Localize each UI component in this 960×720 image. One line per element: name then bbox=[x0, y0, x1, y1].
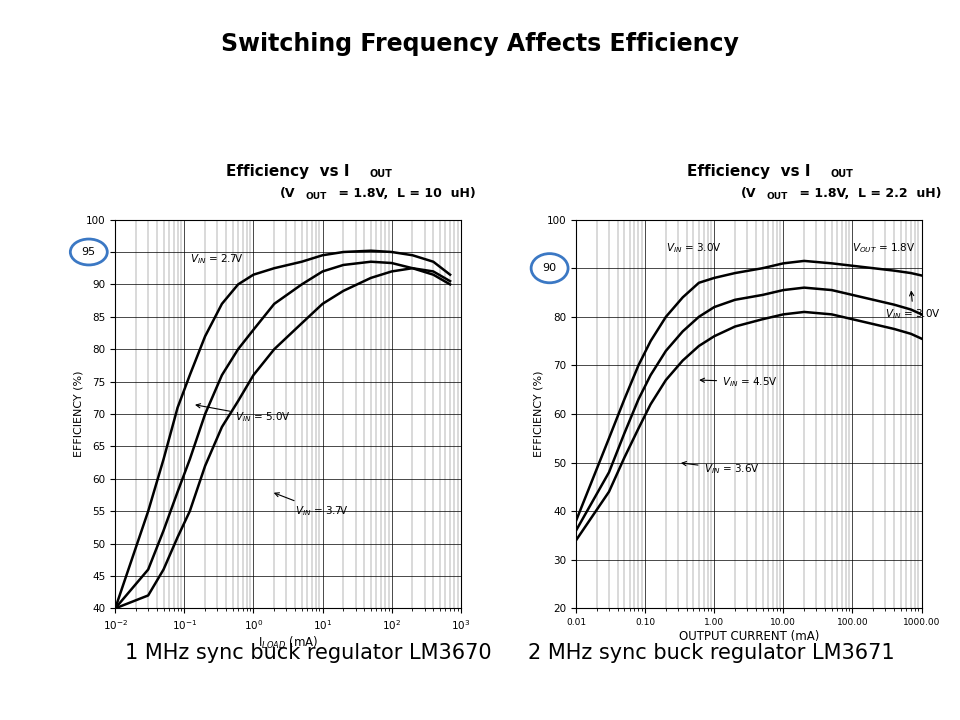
Text: $V_{IN}$ = 5.0V: $V_{IN}$ = 5.0V bbox=[196, 404, 291, 424]
X-axis label: OUTPUT CURRENT (mA): OUTPUT CURRENT (mA) bbox=[679, 630, 819, 643]
Text: = 1.8V,  L = 2.2  uH): = 1.8V, L = 2.2 uH) bbox=[795, 187, 942, 200]
Text: 90: 90 bbox=[542, 264, 557, 273]
Text: $V_{IN}$ = 2.7V: $V_{IN}$ = 2.7V bbox=[190, 252, 243, 266]
Text: 95: 95 bbox=[82, 247, 96, 257]
Text: Efficiency  vs I: Efficiency vs I bbox=[687, 164, 810, 179]
Text: $V_{IN}$ = 3.0V: $V_{IN}$ = 3.0V bbox=[666, 241, 722, 255]
Text: (V: (V bbox=[741, 187, 756, 200]
Text: Efficiency  vs I: Efficiency vs I bbox=[227, 164, 349, 179]
Ellipse shape bbox=[531, 253, 568, 283]
Text: OUT: OUT bbox=[830, 169, 853, 179]
X-axis label: I$_{LOAD}$ (mA): I$_{LOAD}$ (mA) bbox=[258, 635, 318, 651]
Text: $V_{IN}$ = 3.6V: $V_{IN}$ = 3.6V bbox=[683, 462, 759, 476]
Text: $V_{IN}$ = 3.7V: $V_{IN}$ = 3.7V bbox=[275, 492, 348, 518]
Text: 2 MHz sync buck regulator LM3671: 2 MHz sync buck regulator LM3671 bbox=[528, 643, 895, 663]
Text: OUT: OUT bbox=[305, 192, 326, 202]
Y-axis label: EFFICIENCY (%): EFFICIENCY (%) bbox=[73, 371, 84, 457]
Text: = 1.8V,  L = 10  uH): = 1.8V, L = 10 uH) bbox=[334, 187, 476, 200]
Text: 1 MHz sync buck regulator LM3670: 1 MHz sync buck regulator LM3670 bbox=[125, 643, 492, 663]
Text: (V: (V bbox=[280, 187, 296, 200]
Text: $V_{IN}$ = 3.0V: $V_{IN}$ = 3.0V bbox=[885, 292, 941, 320]
Text: $V_{OUT}$ = 1.8V: $V_{OUT}$ = 1.8V bbox=[852, 241, 915, 255]
Text: $V_{IN}$ = 4.5V: $V_{IN}$ = 4.5V bbox=[700, 375, 778, 389]
Text: Switching Frequency Affects Efficiency: Switching Frequency Affects Efficiency bbox=[221, 32, 739, 56]
Text: OUT: OUT bbox=[370, 169, 393, 179]
Y-axis label: EFFICIENCY (%): EFFICIENCY (%) bbox=[534, 371, 544, 457]
Text: OUT: OUT bbox=[766, 192, 787, 202]
Ellipse shape bbox=[70, 239, 108, 265]
